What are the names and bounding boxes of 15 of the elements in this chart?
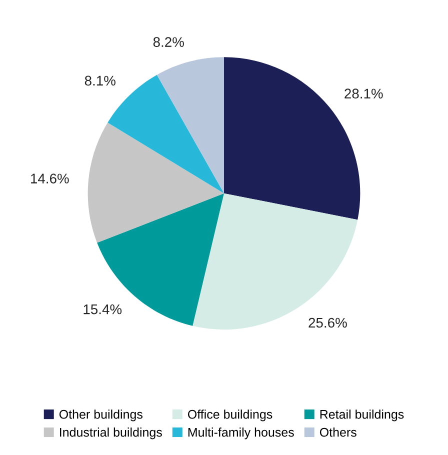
- legend-label: Others: [320, 428, 356, 437]
- legend-label: Multi-family houses: [188, 428, 294, 440]
- data-label: 15.4%: [84, 304, 122, 314]
- legend-label: Retail buildings: [320, 410, 404, 422]
- data-label: 8.1%: [84, 76, 116, 86]
- legend-label: Other buildings: [59, 410, 142, 422]
- data-label: 28.1%: [344, 88, 383, 99]
- pie-slice: [88, 122, 224, 243]
- pie-slice: [156, 57, 224, 194]
- data-label: 25.6%: [308, 318, 347, 328]
- legend-label: Industrial buildings: [60, 428, 162, 440]
- data-label: 8.2%: [153, 37, 184, 47]
- legend-label: Office buildings: [188, 410, 272, 422]
- data-label: 14.6%: [31, 174, 69, 184]
- pie-slice: [192, 193, 358, 330]
